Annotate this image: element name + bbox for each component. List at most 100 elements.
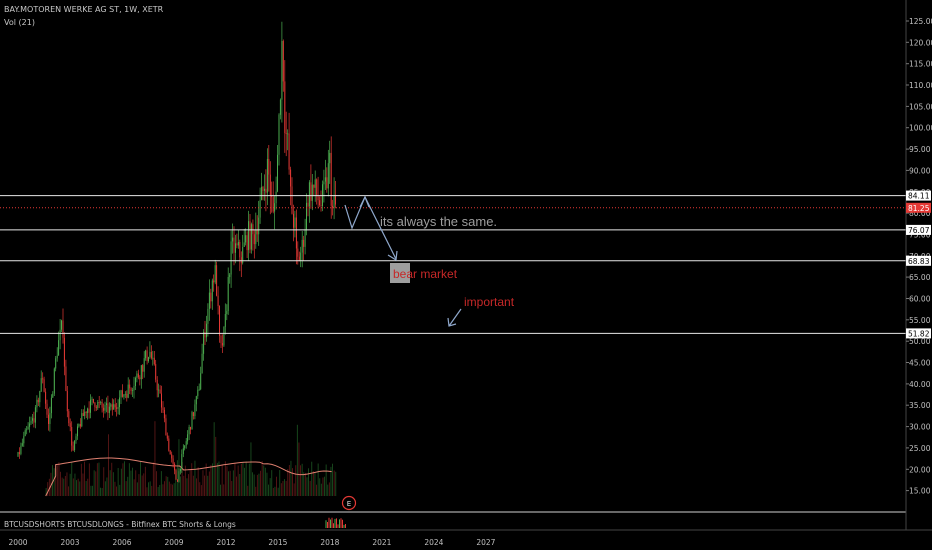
candle-body [226,311,228,314]
candle-body [21,443,23,446]
volume-bar [327,484,329,496]
candle-body [311,184,313,201]
candle-body [45,391,47,404]
candle-body [62,320,64,338]
earnings-badge-icon[interactable] [341,495,357,511]
volume-bar [292,468,293,496]
candle-body [78,424,80,427]
candle-body [43,379,45,392]
candle-body [327,163,329,189]
level-price-tag-label: 68.83 [908,257,930,266]
candle-body [232,237,234,242]
bear-market-highlight [390,263,410,283]
volume-bar [85,481,87,496]
candle-body [295,217,297,249]
candle-body [39,391,41,403]
projection-path[interactable] [344,195,397,260]
volume-bar [71,462,73,496]
candle-body [264,188,265,191]
volume-bar [288,465,290,496]
volume-bar [263,465,265,496]
candle-body [55,358,57,369]
volume-bar [210,465,212,496]
candle-body [307,202,309,207]
volume-bar [229,470,231,496]
candle-body [52,393,54,398]
volume-bar [285,480,287,496]
volume-bar [245,461,247,496]
volume-bar [224,461,226,496]
volume-bar [124,461,125,496]
candle-body [27,426,29,430]
volume-bar [106,477,108,496]
volume-bar [164,481,165,496]
volume-bar [154,421,156,496]
candle-body [272,197,274,212]
candle-body [150,351,152,359]
candle-body [206,323,207,338]
candle-body [149,351,151,358]
volume-bar [133,479,135,496]
candle-body [178,471,180,482]
volume-bar [60,471,61,496]
annotation-important[interactable]: important [464,295,515,309]
candle-body [303,239,305,247]
candle-body [106,403,107,405]
volume-bar [76,480,77,496]
volume-bar [228,471,229,496]
candle-body [300,252,302,261]
volume-bar [152,462,154,496]
volume-bar [135,470,137,496]
candle-body [253,234,255,245]
candle-body [77,426,78,437]
volume-bar [284,479,285,496]
candle-body [72,445,74,451]
candle-body [201,353,203,374]
volume-bar [47,482,49,496]
candle-body [248,221,249,251]
candle-body [214,265,216,283]
x-tick-label: 2012 [216,538,235,547]
candle-body [58,340,60,356]
y-tick-label: 95.00 [909,145,931,154]
candle-body [249,221,251,250]
candle-body [236,243,238,246]
y-tick-label: 120.00 [909,38,932,47]
volume-bar [216,462,218,496]
candle-body [207,308,209,324]
candle-body [123,394,125,397]
volume-bar [322,477,324,496]
candle-body [84,411,86,416]
annotation-always-same[interactable]: its always the same. [380,214,497,229]
candle-body [42,378,44,380]
candle-body [237,242,239,246]
annotation-bear-market[interactable]: bear market [393,267,458,281]
candle-body [127,384,129,398]
y-tick-label: 80.00 [909,209,931,218]
candle-body [97,402,99,408]
level-price-tag-label: 51.82 [908,329,930,338]
candle-body [279,99,281,115]
volume-bar [149,481,151,496]
volume-bar [266,472,268,496]
candle-body [91,398,93,400]
candle-body [235,243,236,253]
volume-bar [194,460,196,496]
candle-body [175,470,177,480]
volume-indicator-label: Vol (21) [4,18,35,27]
volume-bar [220,484,221,496]
candle-body [88,408,90,413]
volume-bar [205,463,207,496]
candle-body [111,404,113,410]
volume-bar [333,470,335,496]
pointer-arrow-icon[interactable] [447,308,462,327]
symbol-title: BAY.MOTOREN WERKE AG ST, 1W, XETR [4,5,164,14]
volume-bar [309,480,311,496]
candle-body [68,411,70,424]
volume-bar [208,471,210,496]
candle-body [233,237,235,253]
candle-body [143,358,145,372]
volume-bar [127,476,129,496]
arrowhead-up-icon [359,195,370,208]
